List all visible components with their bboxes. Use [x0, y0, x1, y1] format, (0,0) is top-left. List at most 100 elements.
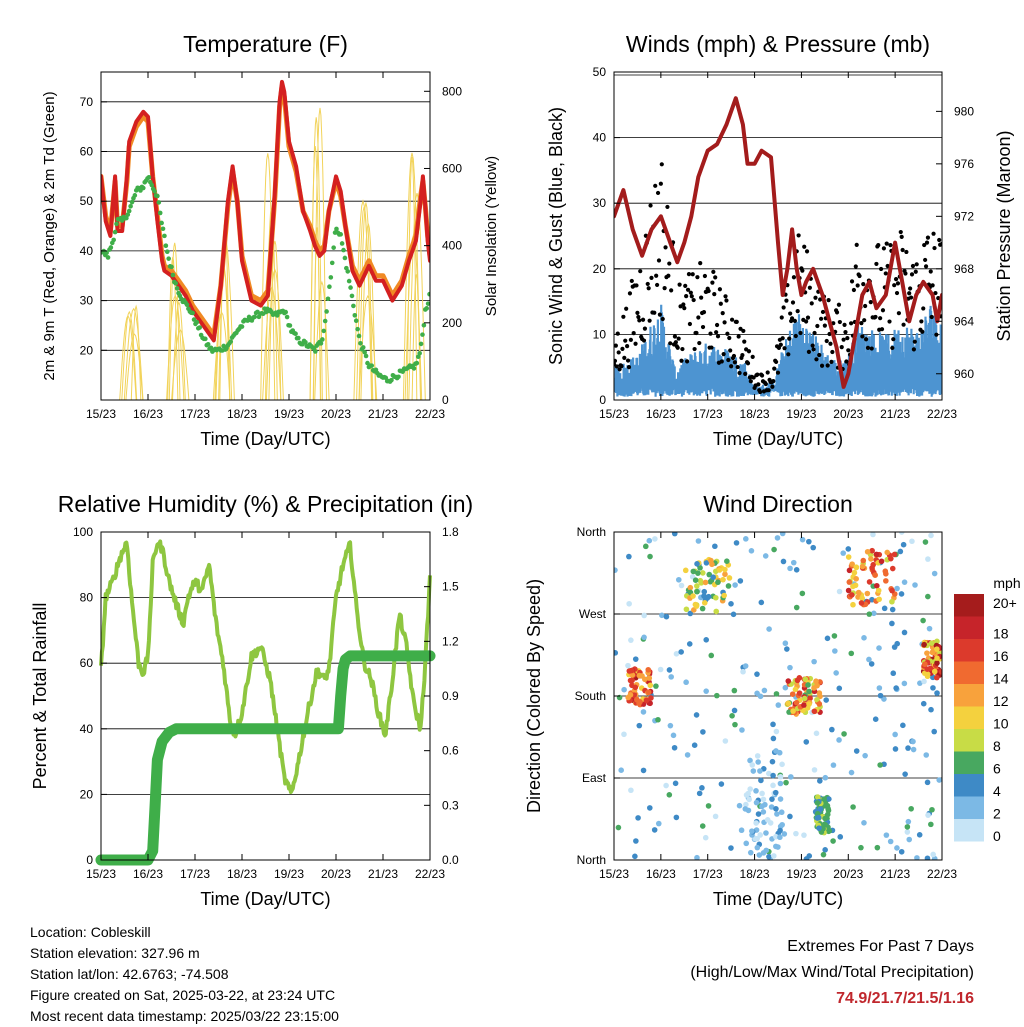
- x-tick-label: 17/23: [693, 867, 723, 881]
- wind-direction-point: [626, 600, 632, 607]
- wind-direction-point: [785, 678, 792, 684]
- wind-direction-point: [925, 556, 931, 562]
- wind-direction-point: [836, 588, 843, 595]
- wind-direction-point: [912, 582, 918, 588]
- gust-point: [812, 330, 817, 336]
- gust-point: [627, 291, 633, 296]
- wind-direction-point: [925, 812, 931, 818]
- wind-direction-point: [851, 569, 858, 576]
- gust-point: [658, 181, 663, 186]
- gust-point: [898, 229, 903, 235]
- wind-direction-point: [763, 847, 770, 854]
- wind-direction-point: [799, 590, 806, 597]
- dewpoint-point: [425, 301, 430, 306]
- gust-point: [800, 268, 805, 273]
- x-tick-label: 20/23: [833, 867, 863, 881]
- x-tick-label: 19/23: [274, 407, 304, 421]
- gust-point: [715, 334, 721, 339]
- y2-tick-label: 200: [442, 316, 462, 330]
- wind-direction-point: [769, 758, 776, 765]
- wind-direction-point: [866, 579, 873, 585]
- x-tick-label: 20/23: [321, 867, 351, 881]
- wind-direction-point: [770, 772, 776, 779]
- gust-point: [680, 346, 685, 352]
- x-axis-label: Time (Day/UTC): [713, 429, 843, 449]
- wind-direction-point: [876, 645, 882, 651]
- wind-direction-point: [763, 830, 769, 836]
- dewpoint-point: [325, 296, 331, 302]
- gust-point: [829, 359, 834, 364]
- wind-direction-point: [856, 590, 862, 596]
- gust-point: [876, 243, 881, 248]
- gust-point: [685, 287, 691, 292]
- gust-point: [728, 348, 733, 353]
- wind-direction-point: [806, 853, 813, 859]
- wind-direction-point: [929, 649, 936, 656]
- wind-direction-point: [914, 855, 920, 860]
- dewpoint-point: [322, 318, 328, 324]
- wind-direction-point: [830, 838, 836, 844]
- dewpoint-point: [352, 313, 358, 318]
- wind-direction-point: [777, 827, 783, 834]
- gust-point: [668, 341, 673, 346]
- wind-direction-point: [876, 596, 882, 603]
- y-tick-label: 20: [80, 787, 94, 801]
- dewpoint-point: [363, 353, 369, 359]
- y2-tick-label: 600: [442, 161, 462, 175]
- solar-insolation-line: [314, 280, 330, 400]
- wind-direction-point: [883, 832, 890, 838]
- gust-point: [788, 311, 793, 316]
- legend-swatch: [954, 684, 984, 707]
- gust-point: [860, 334, 865, 339]
- wind-direction-point: [841, 731, 847, 737]
- gust-point: [620, 346, 625, 352]
- gust-point: [899, 234, 904, 239]
- station-elevation: Station elevation: 327.96 m: [30, 945, 200, 961]
- gust-point: [932, 245, 937, 251]
- dewpoint-point: [324, 309, 329, 314]
- wind-direction-point: [813, 678, 819, 685]
- wind-direction-point: [702, 579, 709, 586]
- y2-tick-label: 1.8: [442, 525, 459, 539]
- wind-direction-point: [726, 575, 733, 581]
- data-timestamp: Most recent data timestamp: 2025/03/22 2…: [30, 1008, 339, 1024]
- gust-point: [796, 233, 801, 238]
- gust-point: [696, 315, 701, 320]
- wind-direction-point: [801, 832, 807, 838]
- wind-direction-panel: 15/23 16/23 17/23 18/23 19/23 20/23 21/23 22/23…: [524, 491, 1021, 909]
- wind-direction-point: [745, 790, 751, 797]
- x-tick-label: 16/23: [646, 407, 676, 421]
- gust-point: [621, 314, 626, 319]
- wind-direction-point: [652, 536, 658, 542]
- wind-direction-point: [775, 702, 782, 708]
- wind-direction-point: [774, 811, 780, 817]
- wind-direction-point: [724, 558, 730, 565]
- wind-direction-point: [643, 697, 650, 704]
- gust-point: [649, 275, 654, 280]
- wind-direction-point: [782, 640, 789, 647]
- wind-direction-point: [928, 532, 934, 539]
- wind-direction-point: [636, 700, 642, 707]
- gust-point: [939, 241, 942, 247]
- wind-direction-point: [756, 852, 763, 858]
- gust-point: [793, 333, 798, 339]
- wind-direction-point: [829, 726, 835, 733]
- wind-direction-point: [722, 566, 728, 573]
- gust-point: [790, 300, 796, 305]
- gust-point: [647, 318, 652, 323]
- x-tick-label: 18/23: [227, 867, 257, 881]
- wind-direction-point: [848, 650, 855, 657]
- wind-direction-point: [889, 620, 895, 627]
- x-tick-label: 18/23: [227, 407, 257, 421]
- gust-point: [862, 318, 867, 323]
- wind-direction-point: [753, 799, 760, 806]
- gust-point: [657, 312, 663, 317]
- extremes-subtitle: (High/Low/Max Wind/Total Precipitation): [690, 964, 974, 981]
- wind-direction-point: [922, 539, 929, 545]
- gust-point: [742, 339, 747, 344]
- gust-point: [914, 262, 919, 267]
- wind-direction-point: [745, 807, 752, 814]
- wind-direction-point: [725, 583, 732, 589]
- wind-direction-point: [712, 813, 719, 820]
- gust-point: [865, 345, 871, 350]
